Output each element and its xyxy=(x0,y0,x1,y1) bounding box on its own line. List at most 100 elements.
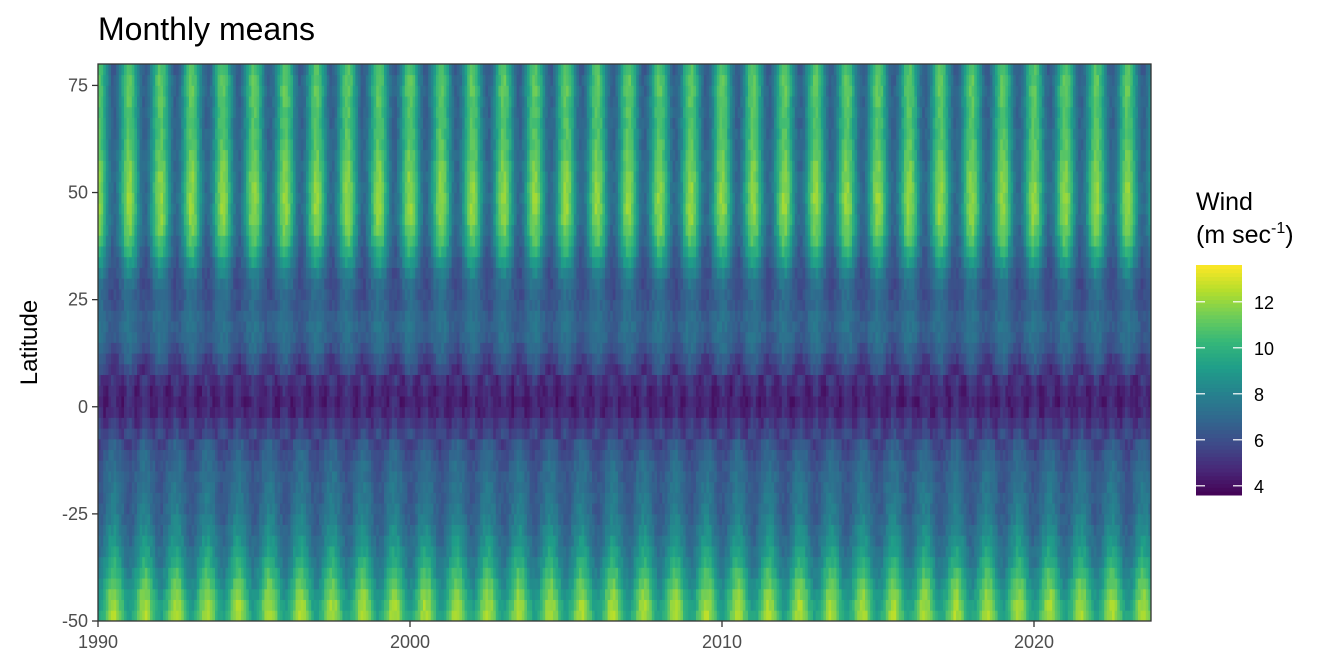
heatmap-cell xyxy=(132,278,135,289)
heatmap-cell xyxy=(301,278,304,289)
heatmap-cell xyxy=(179,407,182,418)
heatmap-cell xyxy=(233,118,236,129)
heatmap-cell xyxy=(246,139,249,150)
heatmap-cell xyxy=(163,182,166,193)
heatmap-cell xyxy=(228,343,231,354)
heatmap-cell xyxy=(192,96,195,107)
heatmap-cell xyxy=(194,246,197,257)
heatmap-cell xyxy=(340,150,343,161)
heatmap-cell xyxy=(194,610,197,621)
heatmap-cell xyxy=(124,460,127,471)
heatmap-cell xyxy=(296,578,299,589)
heatmap-cell xyxy=(129,85,132,96)
heatmap-cell xyxy=(124,150,127,161)
heatmap-cell xyxy=(163,364,166,375)
heatmap-cell xyxy=(329,171,332,182)
heatmap-cell xyxy=(301,310,304,321)
heatmap-cell xyxy=(158,85,161,96)
heatmap-cell xyxy=(335,193,338,204)
heatmap-cell xyxy=(314,343,317,354)
heatmap-cell xyxy=(254,567,257,578)
heatmap-cell xyxy=(335,268,338,279)
heatmap-cell xyxy=(306,278,309,289)
heatmap-cell xyxy=(298,64,301,75)
heatmap-cell xyxy=(231,439,234,450)
heatmap-cell xyxy=(251,107,254,118)
heatmap-cell xyxy=(285,235,288,246)
heatmap-cell xyxy=(150,567,153,578)
heatmap-cell xyxy=(168,107,171,118)
heatmap-cell xyxy=(324,514,327,525)
heatmap-cell xyxy=(293,289,296,300)
heatmap-cell xyxy=(301,321,304,332)
heatmap-cell xyxy=(171,343,174,354)
heatmap-cell xyxy=(171,203,174,214)
heatmap-cell xyxy=(345,182,348,193)
heatmap-cell xyxy=(150,246,153,257)
heatmap-cell xyxy=(322,160,325,171)
heatmap-cell xyxy=(114,64,117,75)
heatmap-cell xyxy=(275,64,278,75)
heatmap-cell xyxy=(114,343,117,354)
heatmap-cell xyxy=(246,589,249,600)
heatmap-cell xyxy=(134,385,137,396)
heatmap-cell xyxy=(241,214,244,225)
heatmap-cell xyxy=(168,75,171,86)
heatmap-cell xyxy=(158,182,161,193)
heatmap-cell xyxy=(225,332,228,343)
heatmap-cell xyxy=(186,578,189,589)
heatmap-cell xyxy=(158,396,161,407)
heatmap-cell xyxy=(236,353,239,364)
heatmap-cell xyxy=(244,503,247,514)
heatmap-cell xyxy=(127,118,130,129)
heatmap-cell xyxy=(272,589,275,600)
heatmap-cell xyxy=(259,310,262,321)
heatmap-cell xyxy=(205,375,208,386)
heatmap-cell xyxy=(311,300,314,311)
heatmap-cell xyxy=(335,321,338,332)
heatmap-cell xyxy=(306,428,309,439)
heatmap-cell xyxy=(142,353,145,364)
heatmap-cell xyxy=(246,203,249,214)
heatmap-cell xyxy=(324,353,327,364)
heatmap-cell xyxy=(197,417,200,428)
heatmap-cell xyxy=(197,353,200,364)
heatmap-cell xyxy=(189,332,192,343)
heatmap-cell xyxy=(272,278,275,289)
heatmap-cell xyxy=(345,268,348,279)
heatmap-cell xyxy=(231,171,234,182)
heatmap-cell xyxy=(202,514,205,525)
heatmap-cell xyxy=(322,139,325,150)
heatmap-cell xyxy=(171,450,174,461)
heatmap-cell xyxy=(251,64,254,75)
heatmap-cell xyxy=(140,300,143,311)
heatmap-cell xyxy=(103,385,106,396)
heatmap-cell xyxy=(202,450,205,461)
heatmap-cell xyxy=(101,193,104,204)
heatmap-cell xyxy=(189,289,192,300)
heatmap-cell xyxy=(103,310,106,321)
heatmap-cell xyxy=(210,214,213,225)
heatmap-cell xyxy=(160,428,163,439)
heatmap-cell xyxy=(205,546,208,557)
heatmap-cell xyxy=(327,610,330,621)
heatmap-cell xyxy=(311,235,314,246)
heatmap-cell xyxy=(223,364,226,375)
heatmap-cell xyxy=(254,492,257,503)
heatmap-cell xyxy=(298,364,301,375)
heatmap-cell xyxy=(316,589,319,600)
heatmap-cell xyxy=(259,182,262,193)
heatmap-cell xyxy=(228,439,231,450)
heatmap-cell xyxy=(275,107,278,118)
heatmap-cell xyxy=(254,171,257,182)
heatmap-cell xyxy=(337,160,340,171)
heatmap-cell xyxy=(342,417,345,428)
heatmap-cell xyxy=(340,610,343,621)
heatmap-cell xyxy=(189,460,192,471)
heatmap-cell xyxy=(186,600,189,611)
heatmap-cell xyxy=(145,235,148,246)
heatmap-cell xyxy=(288,332,291,343)
heatmap-cell xyxy=(246,289,249,300)
heatmap-cell xyxy=(322,514,325,525)
heatmap-cell xyxy=(140,600,143,611)
